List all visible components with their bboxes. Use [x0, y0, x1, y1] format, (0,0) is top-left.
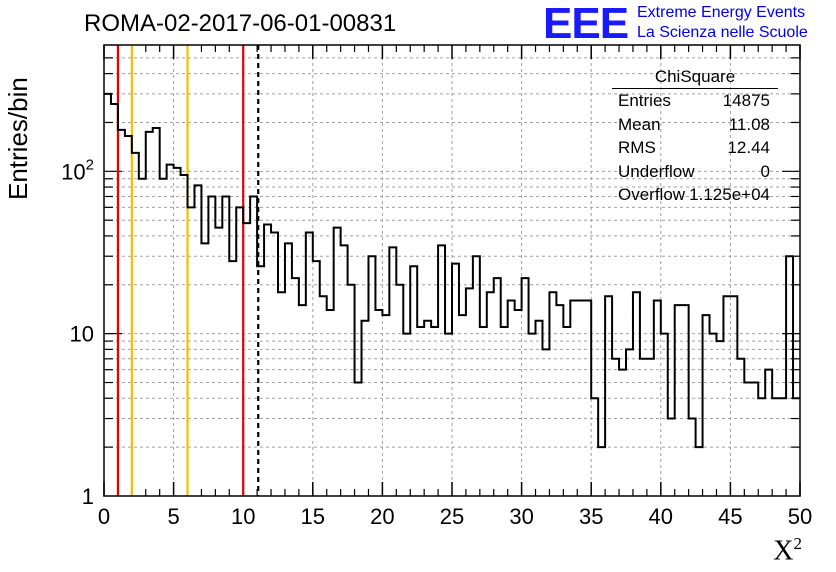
y-axis-label: Entries/bin	[3, 77, 33, 200]
stats-row-underflow: Underflow 0	[612, 160, 778, 184]
x-tick-label: 15	[301, 504, 325, 529]
stats-label: Mean	[618, 114, 661, 134]
stats-title: ChiSquare	[612, 66, 778, 89]
logo-line-1: Extreme Energy Events	[637, 4, 806, 21]
stats-value: 11.08	[728, 114, 770, 134]
x-tick-label: 45	[718, 504, 742, 529]
x-tick-label: 35	[579, 504, 603, 529]
stats-value: 1.125e+04	[689, 185, 770, 204]
x-axis-label-base: X	[773, 535, 794, 567]
x-axis-label-sup: 2	[793, 534, 803, 553]
logo-line-2: La Scienza nelle Scuole	[637, 24, 808, 41]
stats-value: 14875	[722, 91, 770, 110]
marker-lines	[116, 45, 260, 496]
chart-title: ROMA-02-2017-06-01-00831	[84, 10, 397, 37]
stats-box: ChiSquare Entries 14875 Mean 11.08 RMS 1…	[612, 66, 778, 207]
x-tick-label: 20	[370, 504, 394, 529]
x-tick-label: 0	[98, 504, 110, 529]
y-tick-exponent: 2	[86, 156, 94, 173]
y-tick-label: 10	[70, 322, 94, 347]
y-tick-label: 102	[61, 156, 94, 184]
plot-frame	[103, 44, 801, 497]
grid	[104, 45, 800, 496]
y-tick-label: 1	[82, 484, 94, 509]
stats-row-rms: RMS 12.44	[612, 136, 778, 160]
stats-label: Underflow	[618, 161, 695, 181]
x-tick-label: 30	[509, 504, 533, 529]
eee-logo: EEE	[543, 0, 629, 48]
stats-row-mean: Mean 11.08	[612, 113, 778, 137]
stats-value: 0	[760, 161, 770, 181]
x-tick-label: 10	[231, 504, 255, 529]
x-tick-label: 50	[788, 504, 812, 529]
stats-label: Entries	[618, 91, 671, 110]
x-tick-label: 40	[649, 504, 673, 529]
stats-label: RMS	[618, 138, 656, 157]
axis-ticks	[103, 45, 801, 496]
histogram-series	[104, 92, 800, 449]
x-tick-label: 25	[440, 504, 464, 529]
x-axis-label: X2	[773, 534, 802, 567]
x-tick-label: 5	[167, 504, 179, 529]
stats-label: Overflow	[618, 185, 686, 204]
stats-row-overflow: Overflow 1.125e+04	[612, 183, 778, 207]
stats-value: 12.44	[727, 138, 770, 157]
stats-row-entries: Entries 14875	[612, 89, 778, 113]
